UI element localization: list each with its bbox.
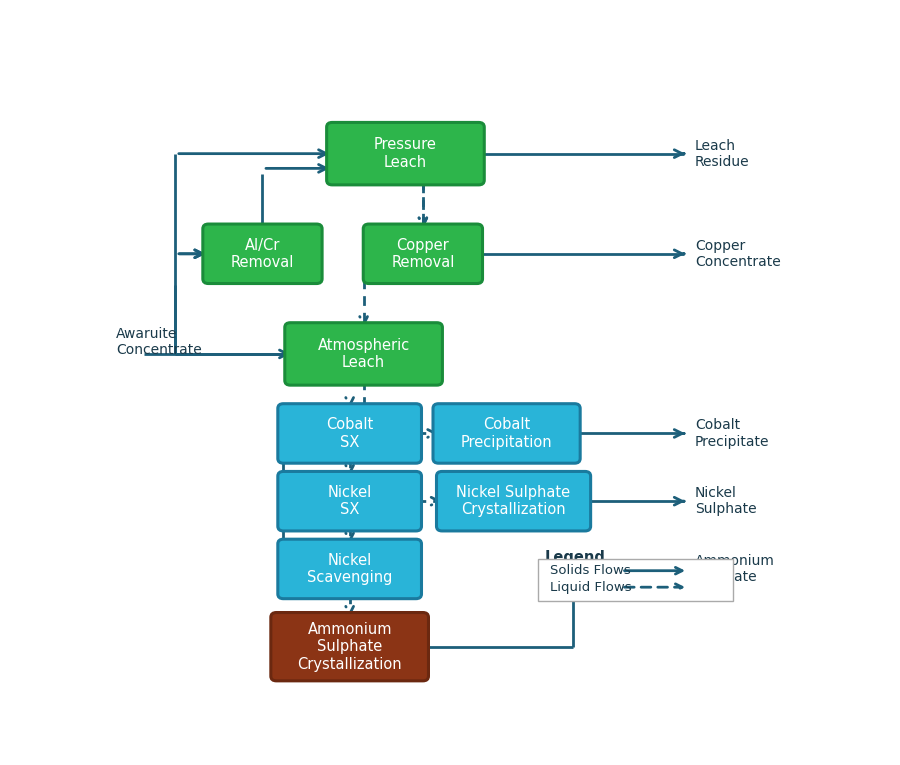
FancyBboxPatch shape — [271, 613, 428, 681]
Text: Awaruite
Concentrate: Awaruite Concentrate — [116, 327, 202, 357]
Text: Nickel
SX: Nickel SX — [328, 485, 372, 517]
Text: Solids Flows: Solids Flows — [550, 565, 631, 578]
FancyBboxPatch shape — [202, 224, 322, 284]
Text: Nickel
Scavenging: Nickel Scavenging — [307, 553, 392, 585]
Text: Leach
Residue: Leach Residue — [695, 138, 750, 169]
FancyBboxPatch shape — [278, 471, 421, 531]
FancyBboxPatch shape — [433, 404, 580, 463]
Text: Legend: Legend — [545, 549, 606, 565]
FancyBboxPatch shape — [436, 471, 590, 531]
Text: Nickel Sulphate
Crystallization: Nickel Sulphate Crystallization — [456, 485, 571, 517]
Text: Atmospheric
Leach: Atmospheric Leach — [318, 337, 410, 370]
Text: Pressure
Leach: Pressure Leach — [374, 138, 436, 170]
FancyBboxPatch shape — [538, 559, 733, 601]
Text: Cobalt
Precipitation: Cobalt Precipitation — [461, 417, 553, 450]
FancyBboxPatch shape — [278, 404, 421, 463]
Text: Copper
Removal: Copper Removal — [392, 238, 454, 270]
Text: Cobalt
SX: Cobalt SX — [326, 417, 374, 450]
FancyBboxPatch shape — [364, 224, 482, 284]
FancyBboxPatch shape — [327, 122, 484, 185]
Text: Copper
Concentrate: Copper Concentrate — [695, 239, 780, 269]
Text: Nickel
Sulphate: Nickel Sulphate — [695, 486, 757, 516]
FancyBboxPatch shape — [278, 539, 421, 599]
Text: Liquid Flows: Liquid Flows — [550, 581, 632, 594]
Text: Cobalt
Precipitate: Cobalt Precipitate — [695, 418, 770, 448]
Text: Al/Cr
Removal: Al/Cr Removal — [230, 238, 294, 270]
FancyBboxPatch shape — [284, 323, 443, 385]
Text: Ammonium
Sulphate
Crystallization: Ammonium Sulphate Crystallization — [297, 622, 402, 672]
Text: Ammonium
Sulphate: Ammonium Sulphate — [695, 554, 775, 584]
